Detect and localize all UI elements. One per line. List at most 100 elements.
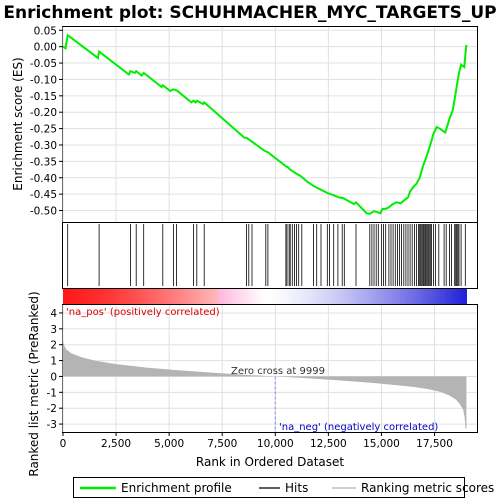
x-tick-label: 10,000	[257, 438, 294, 450]
rank-color-segment	[200, 289, 205, 304]
rank-color-segment	[116, 289, 121, 304]
rank-color-segment	[194, 289, 199, 304]
rank-color-segment	[231, 289, 236, 304]
rank-color-segment	[358, 289, 363, 304]
rank-color-segment	[120, 289, 125, 304]
rank-color-segment	[452, 289, 457, 304]
rank-color-segment	[244, 289, 249, 304]
es-tick-label: -0.25	[30, 124, 57, 136]
rank-color-segment	[224, 289, 229, 304]
rank-color-segment	[153, 289, 158, 304]
rank-color-segment	[392, 289, 397, 304]
rank-color-segment	[76, 289, 81, 304]
rank-color-segment	[170, 289, 175, 304]
rank-color-segment	[103, 289, 108, 304]
rank-color-segment	[113, 289, 118, 304]
rank-color-segment	[254, 289, 259, 304]
rank-color-segment	[227, 289, 232, 304]
rank-color-segment	[79, 289, 84, 304]
enrichment-profile-line	[62, 33, 468, 215]
rank-color-segment	[412, 289, 417, 304]
rank-color-segment	[331, 289, 336, 304]
rank-color-segment	[86, 289, 91, 304]
rank-color-segment	[258, 289, 262, 304]
es-tick-label: -0.50	[30, 206, 57, 218]
rank-color-segment	[459, 289, 464, 304]
rank-color-segment	[345, 289, 350, 304]
rank-color-segment	[96, 289, 101, 304]
x-tick-label: 7,500	[207, 438, 237, 450]
rank-color-segment	[190, 289, 195, 304]
rank-color-segment	[93, 289, 98, 304]
rank-color-segment	[251, 289, 256, 304]
rank-color-segment	[422, 289, 427, 304]
rank-color-segment	[261, 289, 266, 304]
rank-color-segment	[137, 289, 141, 304]
rank-color-segment	[268, 289, 273, 304]
rank-color-segment	[160, 289, 165, 304]
es-tick-label: -0.45	[30, 189, 57, 201]
metric-tick-label: 3	[50, 324, 57, 336]
rank-color-segment	[315, 289, 320, 304]
positive-correlation-label: 'na_pos' (positively correlated)	[66, 307, 220, 318]
rank-color-segment	[416, 289, 420, 304]
rank-color-segment	[338, 289, 343, 304]
legend: Enrichment profile Hits Ranking metric s…	[73, 477, 494, 498]
rank-color-segment	[335, 289, 340, 304]
rank-color-segment	[237, 289, 242, 304]
rank-color-segment	[362, 289, 367, 304]
rank-color-segment	[395, 289, 400, 304]
es-tick-label: -0.05	[30, 58, 57, 70]
es-tick-label: -0.40	[30, 173, 57, 185]
rank-color-segment	[163, 289, 168, 304]
rank-color-segment	[449, 289, 454, 304]
es-gridlines	[62, 27, 477, 222]
rank-color-segment	[106, 289, 111, 304]
rank-color-segment	[69, 289, 74, 304]
rank-color-segment	[274, 289, 279, 304]
rank-color-segment	[372, 289, 377, 304]
es-tick-label: -0.10	[30, 74, 57, 86]
rank-color-segment	[291, 289, 296, 304]
rank-color-segment	[204, 289, 209, 304]
legend-metric-label: Ranking metric scores	[361, 481, 494, 495]
rank-color-segment	[342, 289, 346, 304]
metric-tick-label: 0	[50, 371, 57, 383]
rank-color-segment	[348, 289, 353, 304]
rank-color-segment	[432, 289, 437, 304]
rank-color-segment	[436, 289, 441, 304]
rank-color-segment	[110, 289, 115, 304]
rank-color-segment	[382, 289, 387, 304]
rank-color-segment	[123, 289, 128, 304]
rank-color-segment	[140, 289, 145, 304]
rank-color-segment	[321, 289, 326, 304]
rank-color-segment	[217, 289, 222, 304]
rank-color-segment	[389, 289, 394, 304]
rank-color-segment	[210, 289, 215, 304]
rank-color-segment	[352, 289, 357, 304]
rank-color-segment	[63, 289, 67, 304]
metric-tick-label: 4	[50, 308, 57, 320]
es-tick-label: -0.30	[30, 140, 57, 152]
es-y-axis-title: Enrichment score (ES)	[11, 57, 25, 190]
metric-tick-label: -2	[47, 403, 57, 415]
rank-color-segment	[301, 289, 306, 304]
metric-tick-label: -1	[47, 387, 57, 399]
rank-color-segment	[385, 289, 390, 304]
metric-y-axis-title: Ranked list metric (PreRanked)	[27, 291, 41, 476]
rank-color-segment	[288, 289, 293, 304]
rank-color-segment	[133, 289, 138, 304]
metric-gridlines	[62, 305, 477, 432]
metric-tick-label: 2	[50, 340, 57, 352]
rank-color-segment	[305, 289, 309, 304]
rank-color-segment	[368, 289, 373, 304]
rank-color-segment	[308, 289, 313, 304]
es-tick-label: -0.35	[30, 156, 57, 168]
rank-color-segment	[442, 289, 447, 304]
rank-color-segment	[399, 289, 404, 304]
rank-color-segment	[73, 289, 78, 304]
legend-es-label: Enrichment profile	[121, 481, 232, 495]
x-axis: 0 2,500 5,000 7,500 10,000 12,500 15,000 17,500	[60, 432, 453, 450]
